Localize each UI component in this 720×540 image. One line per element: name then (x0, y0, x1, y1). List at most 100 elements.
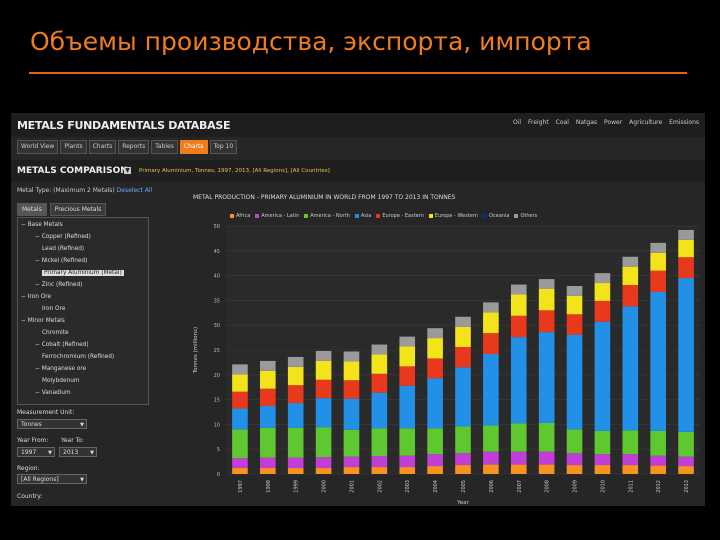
tab-plants[interactable]: Plants (60, 140, 87, 154)
bar-segment[interactable] (399, 455, 416, 468)
bar-segment[interactable] (566, 295, 583, 315)
bar-segment[interactable] (399, 385, 416, 429)
bar-segment[interactable] (260, 427, 276, 458)
bar-segment[interactable] (622, 430, 639, 455)
bar-segment[interactable] (538, 332, 555, 423)
bar-segment[interactable] (399, 467, 416, 474)
bar-segment[interactable] (399, 366, 416, 386)
collapse-icon[interactable]: − (35, 342, 42, 348)
bar-segment[interactable] (287, 403, 304, 428)
bar-segment[interactable] (594, 283, 611, 301)
bar-segment[interactable] (427, 378, 443, 429)
bar-segment[interactable] (343, 380, 360, 399)
bar-segment[interactable] (483, 312, 499, 334)
bar-segment[interactable] (538, 422, 555, 452)
legend-item[interactable]: Oceania (482, 213, 509, 219)
bar-segment[interactable] (650, 270, 666, 292)
bar-segment[interactable] (455, 426, 471, 454)
bar-segment[interactable] (455, 465, 471, 474)
bar-segment[interactable] (483, 302, 499, 313)
bar-segment[interactable] (232, 458, 248, 469)
tree-item[interactable]: − Manganese ore (35, 365, 86, 374)
tab-top-10[interactable]: Top 10 (209, 140, 238, 154)
tab-charts[interactable]: Charts (88, 140, 117, 154)
bar-segment[interactable] (538, 464, 555, 474)
bar-segment[interactable] (650, 430, 666, 456)
bar-segment[interactable] (287, 427, 304, 458)
bar-segment[interactable] (260, 468, 276, 474)
bar-segment[interactable] (232, 429, 248, 459)
bar-segment[interactable] (343, 361, 360, 381)
bar-segment[interactable] (399, 428, 416, 456)
tab-reports[interactable]: Reports (118, 140, 150, 154)
bar-segment[interactable] (287, 457, 304, 469)
bar-segment[interactable] (399, 346, 416, 367)
chevron-down-icon[interactable]: ▼ (124, 167, 131, 174)
bar-segment[interactable] (260, 406, 276, 428)
collapse-icon[interactable]: − (35, 366, 42, 372)
bar-segment[interactable] (594, 454, 611, 466)
bar-segment[interactable] (427, 466, 443, 474)
bar-segment[interactable] (260, 370, 276, 389)
tab-tables[interactable]: Tables (151, 140, 178, 154)
bar-segment[interactable] (371, 428, 388, 457)
tree-item[interactable]: − Iron Ore (21, 293, 51, 302)
legend-item[interactable]: America - North (304, 213, 350, 219)
collapse-icon[interactable]: − (35, 282, 42, 288)
collapse-icon[interactable]: − (21, 294, 28, 300)
tree-item[interactable]: − Base Metals (21, 221, 63, 230)
bar-segment[interactable] (427, 338, 443, 359)
topnav-item[interactable]: Agriculture (629, 119, 663, 126)
bar-segment[interactable] (232, 468, 248, 474)
bar-segment[interactable] (678, 239, 694, 258)
deselect-all-link[interactable]: Deselect All (116, 187, 153, 194)
bar-segment[interactable] (315, 427, 332, 458)
bar-segment[interactable] (622, 285, 639, 307)
bar-segment[interactable] (650, 465, 666, 474)
tree-item[interactable]: Primary Aluminium (Metal) (42, 269, 124, 278)
tree-item[interactable]: − Cobalt (Refined) (35, 341, 89, 350)
bar-segment[interactable] (287, 356, 304, 367)
bar-segment[interactable] (427, 428, 443, 455)
bar-segment[interactable] (510, 423, 527, 452)
topnav-item[interactable]: Oil (512, 119, 521, 126)
collapse-icon[interactable]: − (35, 258, 42, 264)
tree-item[interactable]: Iron Ore (42, 305, 65, 314)
tree-item[interactable]: Lead (Refined) (42, 245, 84, 254)
bar-segment[interactable] (650, 252, 666, 271)
bar-segment[interactable] (538, 279, 555, 289)
bar-segment[interactable] (287, 366, 304, 386)
tab-world-view[interactable]: World View (17, 140, 59, 154)
topnav-item[interactable]: Coal (555, 119, 569, 126)
legend-item[interactable]: Others (514, 213, 537, 219)
bar-segment[interactable] (566, 314, 583, 335)
bar-segment[interactable] (678, 229, 694, 240)
bar-segment[interactable] (566, 465, 583, 474)
bar-segment[interactable] (287, 468, 304, 474)
region-select[interactable]: [All Regions] ▼ (17, 474, 87, 484)
legend-item[interactable]: Africa (230, 213, 250, 219)
bar-segment[interactable] (343, 467, 360, 474)
tree-item[interactable]: − Nickel (Refined) (35, 257, 87, 266)
bar-segment[interactable] (371, 456, 388, 468)
collapse-icon[interactable]: − (21, 318, 28, 324)
bar-segment[interactable] (566, 453, 583, 466)
bar-segment[interactable] (455, 367, 471, 427)
bar-segment[interactable] (510, 337, 527, 424)
bar-segment[interactable] (538, 310, 555, 333)
collapse-icon[interactable]: − (35, 234, 42, 240)
bar-segment[interactable] (678, 431, 694, 457)
sidebar-tab-precious-metals[interactable]: Precious Metals (49, 203, 107, 216)
year-from-select[interactable]: 1997 ▼ (17, 447, 55, 457)
bar-segment[interactable] (427, 328, 443, 339)
topnav-item[interactable]: Natgas (575, 119, 598, 126)
bar-segment[interactable] (510, 315, 527, 338)
bar-segment[interactable] (232, 408, 248, 430)
bar-segment[interactable] (483, 353, 499, 426)
bar-segment[interactable] (455, 453, 471, 466)
bar-segment[interactable] (622, 454, 639, 466)
bar-segment[interactable] (566, 286, 583, 296)
bar-segment[interactable] (343, 456, 360, 468)
bar-segment[interactable] (538, 451, 555, 465)
bar-segment[interactable] (455, 316, 471, 327)
